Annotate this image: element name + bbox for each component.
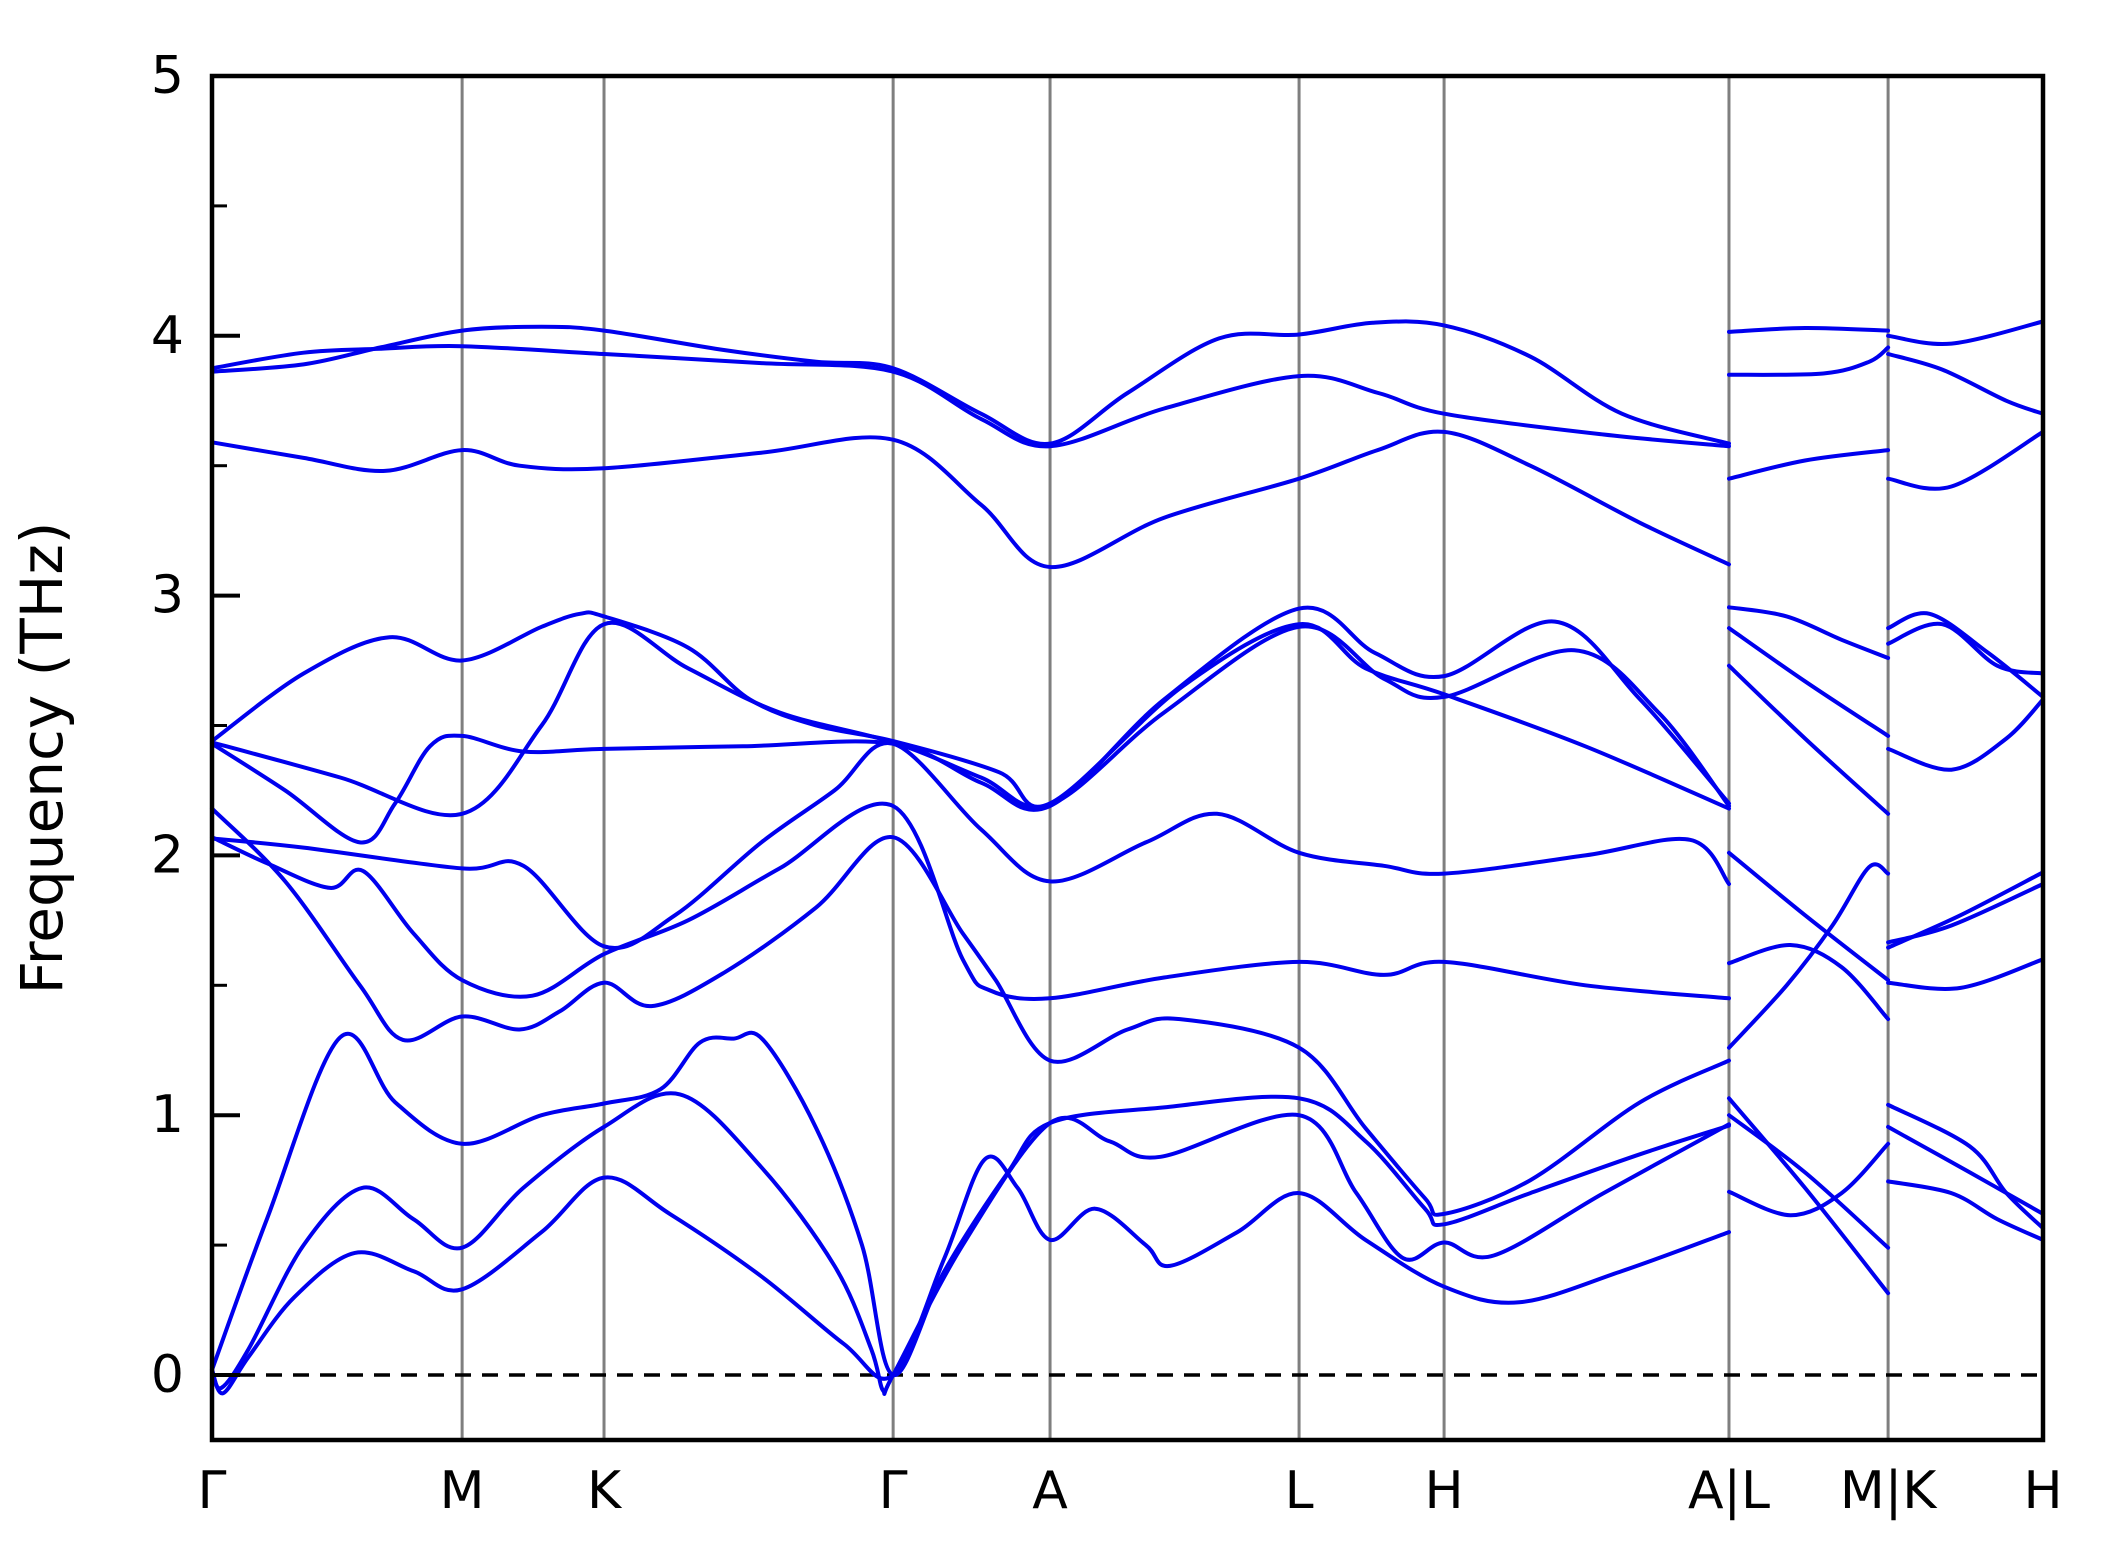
phonon-band-line-24 <box>1727 345 1891 377</box>
phonon-band-line-30 <box>1886 882 2045 945</box>
phonon-band-line-27 <box>1886 1102 2045 1231</box>
phonon-band-line-20 <box>1727 605 1891 660</box>
phonon-band-line-34 <box>1886 429 2045 491</box>
phonon-band-line-31 <box>1886 611 2045 699</box>
x-axis-kpoint-label-A|L-7: A|L <box>1688 1461 1770 1521</box>
x-axis-kpoint-label-Γ-0: Γ <box>198 1461 227 1521</box>
phonon-band-line-26 <box>1886 1124 2045 1216</box>
phonon-band-line-5 <box>210 801 1731 1001</box>
phonon-band-line-1 <box>210 1154 1731 1396</box>
y-axis-tick-label-0: 0 <box>151 1345 184 1405</box>
y-axis-tick-label-3: 3 <box>151 566 184 626</box>
x-axis-kpoint-label-A-4: A <box>1032 1461 1068 1521</box>
phonon-band-line-9 <box>210 610 1731 811</box>
phonon-band-line-17 <box>1727 942 1891 1022</box>
plot-frame <box>209 73 2046 1443</box>
y-axis-tick-label-1: 1 <box>151 1085 184 1145</box>
phonon-band-line-12 <box>210 344 1731 449</box>
y-axis-title: Frequency (THz) <box>8 522 76 995</box>
y-axis-tick-label-5: 5 <box>151 46 184 106</box>
phonon-band-line-19 <box>1727 663 1891 816</box>
phonon-band-line-33 <box>1886 697 2045 772</box>
phonon-band-line-32 <box>1886 621 2045 676</box>
phonon-band-line-23 <box>1727 325 1891 334</box>
phonon-band-line-18 <box>1727 850 1891 983</box>
x-axis-kpoint-label-M|K-8: M|K <box>1840 1461 1938 1521</box>
x-axis-kpoint-label-Γ-3: Γ <box>879 1461 908 1521</box>
phonon-band-line-13 <box>1727 1141 1891 1218</box>
x-axis-kpoint-label-K-2: K <box>587 1461 623 1521</box>
phonon-band-line-25 <box>1886 1179 2045 1242</box>
phonon-band-line-3 <box>210 1030 1731 1377</box>
phonon-band-line-15 <box>1727 1096 1891 1296</box>
phonon-band-line-22 <box>1727 448 1891 481</box>
phonon-band-line-16 <box>1727 862 1891 1050</box>
x-axis-kpoint-label-M-1: M <box>440 1461 485 1521</box>
phonon-band-line-10 <box>210 429 1731 570</box>
x-axis-kpoint-label-L-5: L <box>1285 1461 1314 1521</box>
phonon-band-line-36 <box>1886 352 2045 416</box>
phonon-band-line-2 <box>210 1091 1731 1396</box>
phonon-band-line-6 <box>210 740 1731 950</box>
phonon-band-line-21 <box>1727 626 1891 738</box>
phonon-band-line-11 <box>210 319 1731 446</box>
phonon-band-line-14 <box>1727 1113 1891 1250</box>
phonon-band-line-8 <box>210 620 1731 818</box>
phonon-band-line-28 <box>1886 957 2045 991</box>
y-axis-tick-label-4: 4 <box>151 306 184 366</box>
phonon-band-line-35 <box>1886 319 2045 347</box>
y-axis-tick-label-2: 2 <box>151 825 184 885</box>
x-axis-kpoint-label-H-6: H <box>1425 1461 1464 1521</box>
x-axis-kpoint-label-H-9: H <box>2023 1461 2062 1521</box>
